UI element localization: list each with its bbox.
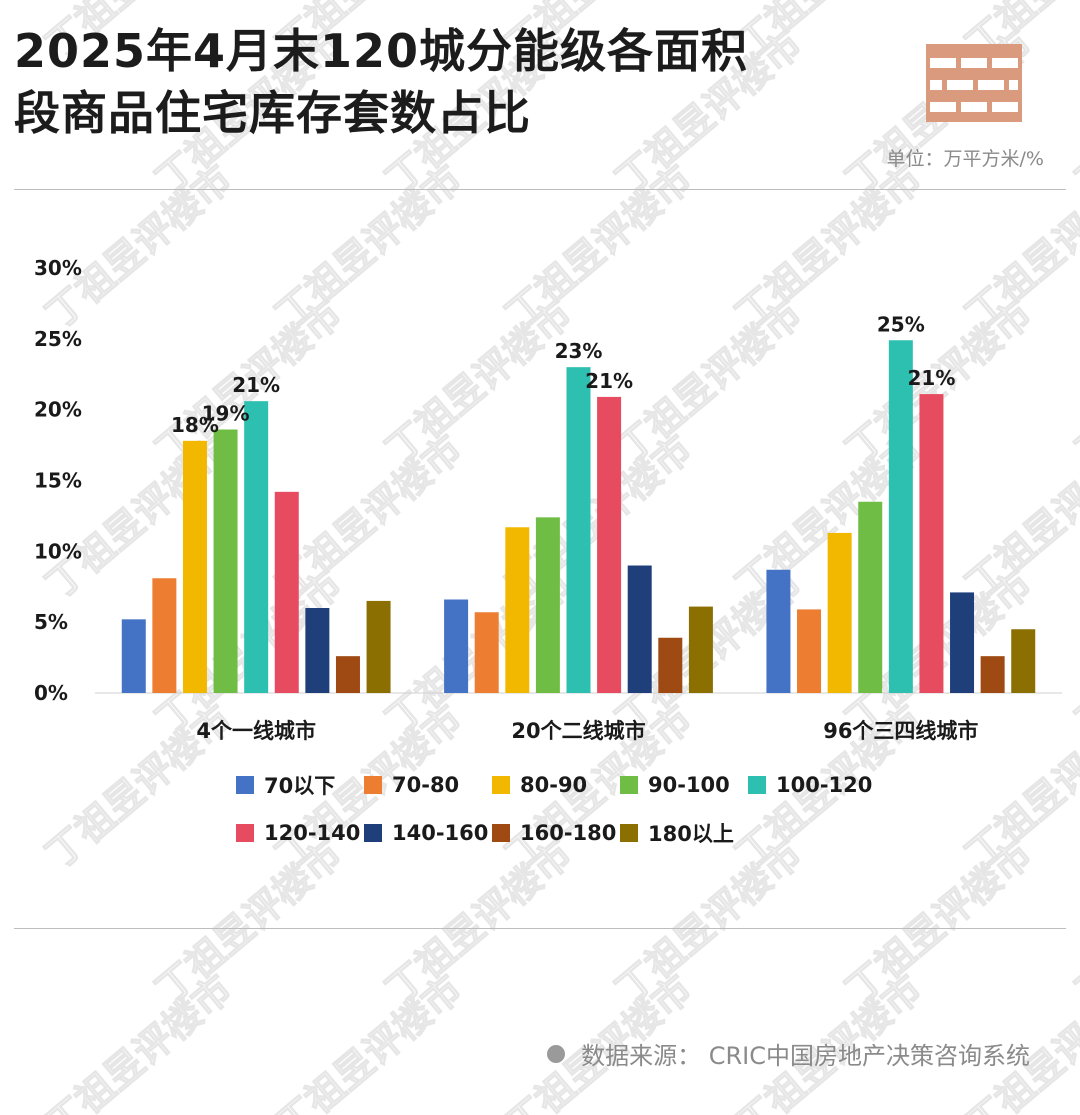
watermark-text: 丁祖昱评楼市 — [378, 832, 581, 1012]
bar-180以上 — [1011, 629, 1036, 693]
legend-swatch — [748, 776, 766, 794]
y-tick-label: 10% — [34, 539, 82, 563]
legend-item: 120-140 — [236, 820, 364, 846]
data-label: 21% — [585, 369, 633, 393]
bar-160-180 — [658, 637, 683, 693]
legend-item: 180以上 — [620, 820, 748, 846]
title-line-1: 2025年4月末120城分能级各面积 — [14, 24, 749, 78]
watermark-text: 丁祖昱评楼市 — [1068, 22, 1080, 202]
bar-70-80 — [152, 578, 177, 693]
y-tick-label: 20% — [34, 398, 82, 422]
legend-swatch — [620, 776, 638, 794]
legend-label: 70以下 — [264, 774, 336, 798]
watermark-text: 丁祖昱评楼市 — [1068, 832, 1080, 1012]
bar-140-160 — [305, 608, 330, 693]
x-category-label: 4个一线城市 — [196, 719, 316, 743]
watermark-text: 丁祖昱评楼市 — [38, 967, 241, 1115]
watermark-text: 丁祖昱评楼市 — [838, 832, 1041, 1012]
legend-item: 70-80 — [364, 772, 492, 798]
brick-wall-icon — [926, 44, 1022, 122]
bar-120-140 — [274, 491, 299, 693]
page-title: 2025年4月末120城分能级各面积 段商品住宅库存套数占比 — [14, 20, 874, 144]
legend-swatch — [492, 824, 510, 842]
bar-160-180 — [980, 656, 1005, 693]
bar-120-140 — [597, 396, 622, 693]
watermark-text: 丁祖昱评楼市 — [608, 832, 811, 1012]
bar-chart: 0% 5% 10% 15% 20% 25% 30% 4个一线城市 20个二线城市 96个三四线城市… — [34, 256, 1062, 743]
data-label: 23% — [555, 339, 603, 363]
data-source: 数据来源： CRIC中国房地产决策咨询系统 — [547, 1036, 1030, 1071]
chart-legend: 70以下 70-80 80-90 90-100 100-120 120-140 140-16… — [236, 772, 936, 846]
bar-100-120 — [244, 401, 269, 693]
bar-160-180 — [335, 656, 360, 693]
legend-swatch — [492, 776, 510, 794]
data-label: 25% — [877, 312, 925, 336]
legend-swatch — [620, 824, 638, 842]
bar-70以下 — [444, 599, 469, 693]
data-source-text: 数据来源： CRIC中国房地产决策咨询系统 — [581, 1042, 1030, 1070]
y-tick-label: 25% — [34, 327, 82, 351]
legend-label: 80-90 — [520, 773, 588, 797]
bar-180以上 — [366, 600, 391, 693]
watermark-text: 丁祖昱评楼市 — [148, 832, 351, 1012]
legend-item: 80-90 — [492, 772, 620, 798]
bar-100-120 — [566, 367, 591, 693]
y-tick-label: 30% — [34, 256, 82, 280]
bar-70以下 — [121, 619, 146, 693]
legend-swatch — [364, 776, 382, 794]
legend-item: 140-160 — [364, 820, 492, 846]
y-tick-label: 15% — [34, 469, 82, 493]
bar-140-160 — [627, 565, 652, 693]
legend-label: 70-80 — [392, 773, 460, 797]
title-line-2: 段商品住宅库存套数占比 — [14, 86, 531, 140]
bar-70-80 — [797, 609, 822, 693]
data-label: 21% — [907, 366, 955, 390]
bar-80-90 — [505, 527, 530, 693]
bar-90-100 — [858, 501, 883, 693]
x-category-label: 96个三四线城市 — [823, 719, 978, 743]
bar-100-120 — [888, 340, 913, 693]
legend-label: 180以上 — [648, 822, 734, 846]
legend-item: 100-120 — [748, 772, 876, 798]
bar-180以上 — [688, 606, 713, 693]
legend-item: 70以下 — [236, 772, 364, 798]
y-tick-label: 0% — [34, 681, 68, 705]
watermark-text: 丁祖昱评楼市 — [268, 967, 471, 1115]
data-label: 21% — [232, 373, 280, 397]
bullet-icon — [547, 1044, 566, 1063]
bar-140-160 — [950, 592, 975, 693]
bar-120-140 — [919, 394, 944, 693]
legend-label: 120-140 — [264, 821, 361, 845]
legend-item: 160-180 — [492, 820, 620, 846]
legend-label: 140-160 — [392, 821, 489, 845]
legend-label: 100-120 — [776, 773, 873, 797]
top-divider — [14, 189, 1066, 190]
bar-70以下 — [766, 569, 791, 693]
legend-item: 90-100 — [620, 772, 748, 798]
legend-swatch — [236, 824, 254, 842]
data-label: 18% — [171, 413, 219, 437]
bar-70-80 — [474, 612, 499, 693]
bar-80-90 — [182, 440, 207, 693]
bar-90-100 — [535, 517, 560, 693]
bar-90-100 — [213, 429, 238, 693]
legend-label: 90-100 — [648, 773, 730, 797]
legend-swatch — [236, 776, 254, 794]
legend-label: 160-180 — [520, 821, 617, 845]
bottom-divider — [14, 928, 1066, 929]
data-label: 19% — [202, 402, 250, 426]
unit-label: 单位：万平方米/% — [886, 148, 1044, 170]
legend-swatch — [364, 824, 382, 842]
bar-80-90 — [827, 532, 852, 693]
x-category-label: 20个二线城市 — [511, 719, 645, 743]
y-tick-label: 5% — [34, 610, 68, 634]
